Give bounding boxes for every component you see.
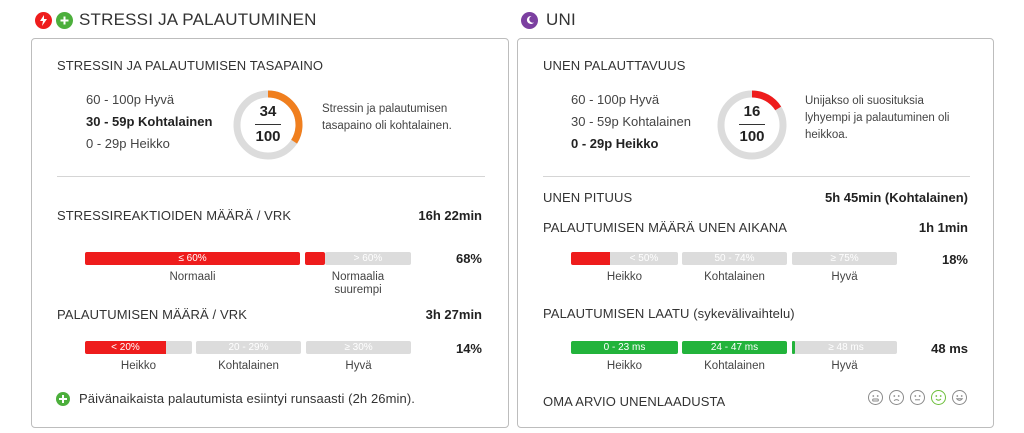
plus-circle-icon — [56, 11, 73, 29]
reactions-bar-marker — [305, 252, 325, 265]
recovery-label-moderate: Kohtalainen — [218, 360, 279, 372]
quality-seg1-label: 0 - 23 ms — [603, 342, 646, 353]
legend-moderate: 30 - 59p Kohtalainen — [86, 114, 213, 129]
sleep-recovery-heading: PALAUTUMISEN MÄÄRÄ UNEN AIKANA — [543, 220, 788, 235]
happy-face-icon[interactable] — [931, 390, 946, 405]
balance-heading: STRESSIN JA PALAUTUMISEN TASAPAINO — [57, 58, 324, 73]
very-happy-face-icon[interactable] — [952, 390, 967, 405]
quality-seg3-label: ≥ 48 ms — [828, 342, 864, 353]
recovery-time: 3h 27min — [425, 307, 482, 322]
reactions-label-normal: Normaali — [169, 271, 216, 283]
recovery-label-good: Hyvä — [345, 360, 372, 372]
sleep-recovery-label-moderate: Kohtalainen — [704, 271, 765, 283]
divider — [57, 176, 485, 177]
balance-score: 34 — [259, 103, 277, 120]
legend-good: 60 - 100p Hyvä — [571, 92, 660, 107]
restorative-description-line2: lyhyempi ja palautuminen oli — [805, 112, 950, 124]
reactions-percent: 68% — [455, 251, 482, 266]
sleep-recovery-seg2-label: 50 - 74% — [714, 253, 755, 264]
sleep-section-title-text: UNI — [546, 10, 576, 29]
reactions-label-above-line2: suurempi — [334, 284, 382, 296]
stress-card: STRESSIN JA PALAUTUMISEN TASAPAINO 60 - … — [31, 38, 509, 428]
restorative-gauge-arc — [717, 90, 787, 160]
restorative-gauge: 16 100 — [717, 90, 787, 160]
quality-bar-marker — [792, 341, 795, 354]
balance-description: Stressin ja palautumisen tasapaino oli k… — [322, 101, 452, 135]
quality-label-moderate: Kohtalainen — [704, 360, 765, 372]
divider — [543, 176, 970, 177]
sleep-recovery-bar-moderate: 50 - 74% — [682, 252, 787, 265]
sad-face-icon[interactable] — [889, 390, 904, 405]
balance-max: 100 — [255, 128, 281, 145]
recovery-bar-moderate: 20 - 29% — [196, 341, 301, 354]
balance-legend: 60 - 100p Hyvä 30 - 59p Kohtalainen 0 - … — [86, 89, 212, 155]
restorative-description-line1: Unijakso oli suosituksia — [805, 95, 924, 107]
reactions-label-above-line1: Normaalia — [331, 271, 385, 283]
legend-weak: 0 - 29p Heikko — [86, 136, 170, 151]
recovery-bar-weak-fill: < 20% — [85, 341, 166, 354]
restorative-description-line3: heikkoa. — [805, 129, 848, 141]
recovery-bar-weak-rest — [166, 341, 192, 354]
restorative-description: Unijakso oli suosituksia lyhyempi ja pal… — [805, 93, 949, 144]
balance-description-line2: tasapaino oli kohtalainen. — [322, 120, 452, 132]
sleep-recovery-bar-fill — [571, 252, 610, 265]
stress-section-title-text: STRESSI JA PALAUTUMINEN — [79, 10, 317, 29]
quality-bar-moderate: 24 - 47 ms — [682, 341, 787, 354]
recovery-quality-value: 48 ms — [931, 341, 968, 356]
balance-gauge-arc — [233, 90, 303, 160]
moon-icon — [521, 11, 538, 29]
quality-label-weak: Heikko — [606, 360, 643, 372]
legend-good: 60 - 100p Hyvä — [86, 92, 175, 107]
restorative-legend: 60 - 100p Hyvä 30 - 59p Kohtalainen 0 - … — [571, 89, 691, 155]
quality-label-good: Hyvä — [831, 360, 858, 372]
sleep-recovery-bar-weak: < 50% — [610, 252, 678, 265]
quality-bar-good: ≥ 48 ms — [795, 341, 897, 354]
balance-gauge: 34 100 — [233, 90, 303, 160]
sleep-recovery-label-weak: Heikko — [606, 271, 643, 283]
gauge-divider — [739, 124, 765, 125]
sleep-section-title: UNI — [521, 10, 576, 30]
daytime-recovery-note: Päivänaikaista palautumista esiintyi run… — [79, 391, 416, 406]
recovery-seg1-label: < 20% — [111, 342, 140, 353]
reactions-time: 16h 22min — [418, 208, 482, 223]
reactions-bar-above: > 60% — [325, 252, 411, 265]
sleep-length-label: UNEN PITUUS — [543, 190, 633, 205]
sleep-recovery-bar-good: ≥ 75% — [792, 252, 897, 265]
recovery-seg3-label: ≥ 30% — [344, 342, 373, 353]
gauge-divider — [255, 124, 281, 125]
sleep-recovery-label-good: Hyvä — [831, 271, 858, 283]
self-rating-label: OMA ARVIO UNENLAADUSTA — [543, 394, 726, 409]
restorative-max: 100 — [739, 128, 765, 145]
reactions-seg2-label: > 60% — [353, 253, 383, 264]
lightning-icon — [35, 11, 52, 29]
sleep-length-value: 5h 45min (Kohtalainen) — [824, 190, 968, 205]
legend-moderate: 30 - 59p Kohtalainen — [571, 114, 691, 129]
balance-description-line1: Stressin ja palautumisen — [322, 103, 448, 115]
sleep-recovery-time: 1h 1min — [918, 220, 968, 235]
neutral-face-icon[interactable] — [910, 390, 925, 405]
sleep-recovery-percent: 18% — [941, 252, 968, 267]
sleep-recovery-seg1-label: < 50% — [629, 253, 659, 264]
stress-section-title: STRESSI JA PALAUTUMINEN — [35, 10, 317, 30]
recovery-bar-good: ≥ 30% — [306, 341, 411, 354]
quality-bar-weak: 0 - 23 ms — [571, 341, 678, 354]
quality-seg2-label: 24 - 47 ms — [710, 342, 759, 353]
reactions-heading: STRESSIREAKTIOIDEN MÄÄRÄ / VRK — [57, 208, 292, 223]
recovery-heading: PALAUTUMISEN MÄÄRÄ / VRK — [57, 307, 247, 322]
sleep-recovery-seg3-label: ≥ 75% — [830, 253, 859, 264]
plus-circle-icon — [56, 392, 70, 406]
very-sad-face-icon[interactable] — [868, 390, 883, 405]
recovery-quality-heading: PALAUTUMISEN LAATU (sykevälivaihtelu) — [543, 306, 795, 321]
restorative-score: 16 — [743, 103, 761, 120]
recovery-label-weak: Heikko — [120, 360, 157, 372]
restorative-heading: UNEN PALAUTTAVUUS — [543, 58, 686, 73]
recovery-seg2-label: 20 - 29% — [228, 342, 269, 353]
reactions-bar-normal: ≤ 60% — [85, 252, 300, 265]
recovery-percent: 14% — [455, 341, 482, 356]
reactions-seg1-label: ≤ 60% — [178, 253, 207, 264]
sleep-card: UNEN PALAUTTAVUUS 60 - 100p Hyvä 30 - 59… — [517, 38, 994, 428]
reactions-label-above: Normaalia suurempi — [305, 271, 411, 297]
legend-weak: 0 - 29p Heikko — [571, 136, 659, 151]
